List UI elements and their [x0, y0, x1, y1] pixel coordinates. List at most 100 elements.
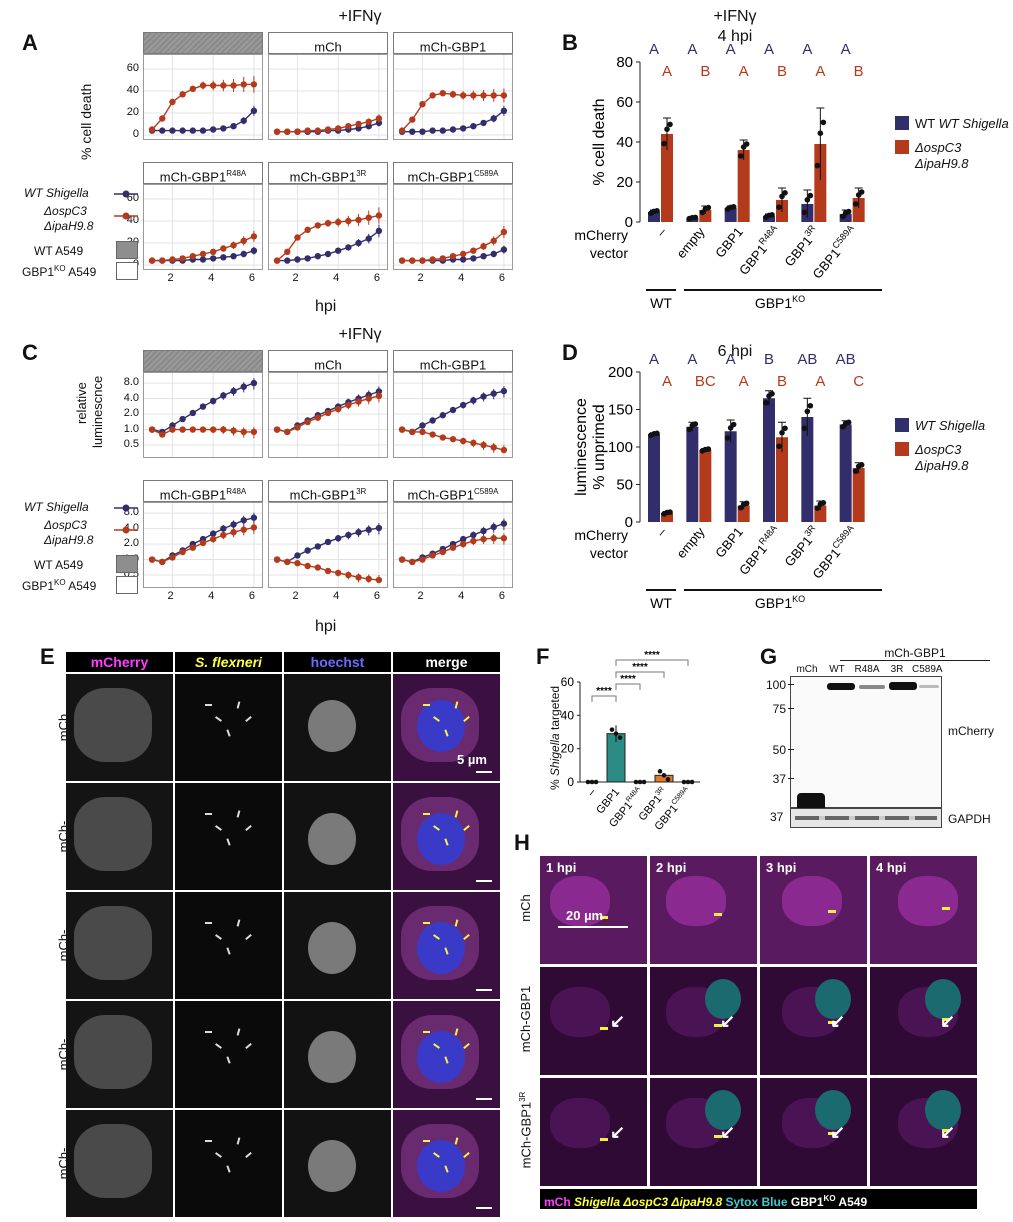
- bar: [776, 437, 788, 522]
- data-point: [480, 535, 487, 543]
- legend-c-wt-key: [114, 504, 138, 512]
- arrow-icon: ↙: [610, 1122, 626, 1142]
- data-point: [304, 255, 311, 262]
- data-point: [240, 81, 247, 88]
- data-point: [500, 228, 508, 236]
- data-point: [250, 379, 258, 387]
- panel-label-b: B: [562, 30, 578, 55]
- channel-header: hoechst: [284, 652, 391, 672]
- bacterium: [245, 933, 252, 941]
- marker-tick: [788, 749, 794, 750]
- legend-ko-swatch: [116, 262, 138, 280]
- significance-letter: BC: [695, 373, 716, 390]
- significance-letter: A: [687, 41, 697, 58]
- panel-g: mCh-GBP1 mCh WT R48A 3R C589A 100 75 50 37 mChe…: [766, 646, 1013, 830]
- micrograph: [284, 1001, 391, 1108]
- replicate-point: [743, 500, 750, 507]
- data-point: [240, 117, 247, 124]
- nucleus: [308, 700, 356, 752]
- significance-letter: A: [764, 41, 774, 58]
- bar: [801, 417, 814, 522]
- sytox-nucleus: [705, 1090, 741, 1130]
- data-point: [470, 531, 477, 539]
- data-point: [324, 409, 332, 417]
- data-point: [250, 524, 258, 531]
- data-point: [449, 91, 457, 98]
- legend-d-wt-label: WT Shigella: [915, 418, 986, 433]
- replicate-point: [585, 779, 591, 785]
- time-label: 3 hpi: [766, 860, 797, 875]
- bar: [648, 434, 660, 522]
- bacterium: [600, 1138, 608, 1141]
- cell-body: [898, 876, 958, 926]
- data-point: [409, 257, 416, 264]
- data-point: [334, 569, 342, 577]
- lane-label: WT: [829, 664, 845, 675]
- data-point: [169, 426, 176, 433]
- replicate-point: [593, 779, 599, 785]
- data-point: [209, 255, 217, 262]
- significance-letter: A: [649, 41, 659, 58]
- data-point: [230, 521, 237, 528]
- micrograph: [175, 1001, 282, 1108]
- x-tick-label: 6: [498, 272, 506, 284]
- replicate-point: [654, 208, 660, 214]
- panel-c-ylabel2: luminescnce: [90, 375, 105, 448]
- data-point: [398, 127, 406, 134]
- data-point: [250, 107, 258, 114]
- significance-letter: AB: [797, 351, 817, 368]
- data-point: [365, 214, 372, 221]
- x-category-label: empty: [673, 224, 708, 261]
- group-label-ko: GBP1KO: [755, 294, 805, 311]
- y-tick-label: 40: [126, 84, 139, 96]
- x-tick-label: 2: [417, 590, 424, 602]
- significance-stars: ****: [632, 662, 648, 673]
- data-point: [294, 559, 301, 567]
- scale-bar: [476, 1098, 492, 1100]
- cell-body: [74, 797, 152, 871]
- significance-letter: A: [802, 41, 812, 58]
- significance-letter: A: [815, 63, 825, 80]
- lane-label: C589A: [912, 664, 943, 675]
- bacterium: [205, 813, 212, 815]
- data-point: [345, 244, 352, 251]
- bacterium: [236, 810, 241, 818]
- bar: [763, 216, 775, 222]
- data-point: [220, 392, 227, 399]
- data-point: [169, 127, 176, 134]
- data-point: [490, 115, 497, 122]
- panel-label-d: D: [562, 340, 578, 365]
- y-tick-label: 60: [126, 62, 139, 74]
- replicate-point: [705, 204, 712, 211]
- data-point: [304, 418, 311, 426]
- data-point: [314, 253, 322, 260]
- y-tick-label: 80: [616, 54, 633, 71]
- bacterium: [942, 1129, 950, 1132]
- panel-c-title: +IFNγ: [338, 326, 382, 343]
- data-point: [398, 426, 406, 433]
- group-label-wt: WT: [650, 595, 672, 611]
- data-point: [199, 539, 207, 547]
- x-tick-label: 4: [458, 590, 465, 602]
- data-point: [159, 127, 166, 134]
- group-label-ko: GBP1KO: [755, 594, 805, 611]
- bacterium: [828, 910, 836, 913]
- replicate-point: [817, 130, 824, 136]
- data-point: [189, 544, 197, 551]
- scale-bar: [476, 989, 492, 991]
- data-point: [375, 115, 383, 122]
- bacterium: [423, 813, 430, 815]
- bacterium: [245, 824, 252, 832]
- data-point: [409, 558, 416, 566]
- y-tick-label: 0: [132, 128, 139, 140]
- facet-plot: [393, 54, 513, 140]
- bar: [852, 468, 865, 522]
- sytox-nucleus: [815, 1090, 851, 1130]
- bar: [737, 150, 750, 222]
- bar: [686, 426, 699, 522]
- data-point: [459, 437, 467, 445]
- facet-header: [143, 350, 263, 372]
- data-point: [284, 428, 291, 436]
- marker-tick: [788, 708, 794, 709]
- lane-label: mCh: [796, 664, 818, 675]
